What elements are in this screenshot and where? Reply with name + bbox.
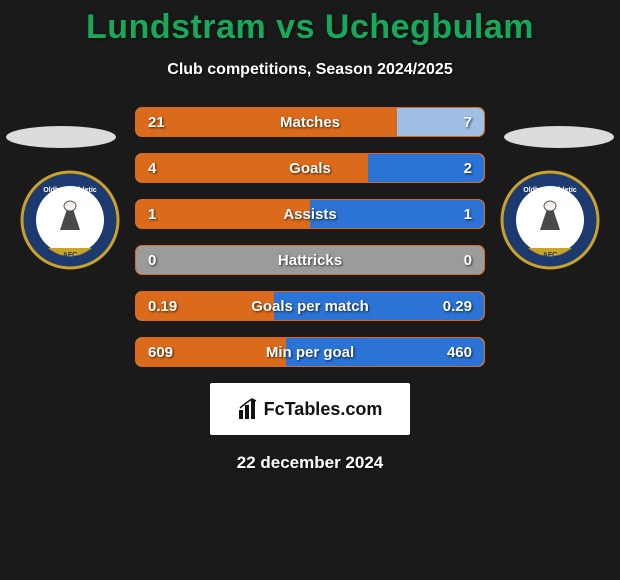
stat-label: Goals [206,160,414,177]
stat-label: Goals per match [206,298,414,315]
club-badge-right: Oldham Athletic AFC [500,170,600,270]
stat-value-right: 460 [414,344,484,361]
page-title: Lundstram vs Uchegbulam [0,8,620,47]
stats-container: 21Matches74Goals21Assists10Hattricks00.1… [135,107,485,367]
stat-row: 609Min per goal460 [135,337,485,367]
stat-value-left: 1 [136,206,206,223]
club-badge-left: Oldham Athletic AFC [20,170,120,270]
stat-row: 1Assists1 [135,199,485,229]
stat-value-right: 1 [414,206,484,223]
stat-row: 21Matches7 [135,107,485,137]
stat-row: 0Hattricks0 [135,245,485,275]
stat-label: Hattricks [206,252,414,269]
stat-value-right: 2 [414,160,484,177]
site-attribution: FcTables.com [210,383,410,435]
stat-value-right: 0.29 [414,298,484,315]
svg-text:Oldham Athletic: Oldham Athletic [523,187,577,194]
stat-label: Assists [206,206,414,223]
subtitle: Club competitions, Season 2024/2025 [0,61,620,79]
oldham-athletic-badge-icon: Oldham Athletic AFC [20,170,120,270]
player-shadow-left [6,126,116,148]
stat-row: 0.19Goals per match0.29 [135,291,485,321]
fctables-logo-icon [238,398,264,420]
stat-value-left: 609 [136,344,206,361]
date-label: 22 december 2024 [0,453,620,473]
oldham-athletic-badge-icon: Oldham Athletic AFC [500,170,600,270]
stat-row: 4Goals2 [135,153,485,183]
stat-label: Matches [206,114,414,131]
stat-value-right: 0 [414,252,484,269]
player-shadow-right [504,126,614,148]
svg-text:AFC: AFC [543,252,557,259]
svg-text:AFC: AFC [63,252,77,259]
stat-value-left: 21 [136,114,206,131]
stat-value-left: 4 [136,160,206,177]
stat-value-left: 0.19 [136,298,206,315]
stat-label: Min per goal [206,344,414,361]
site-name: FcTables.com [264,399,383,420]
comparison-card: Lundstram vs Uchegbulam Club competition… [0,0,620,580]
svg-text:Oldham Athletic: Oldham Athletic [43,187,97,194]
stat-value-left: 0 [136,252,206,269]
stat-value-right: 7 [414,114,484,131]
